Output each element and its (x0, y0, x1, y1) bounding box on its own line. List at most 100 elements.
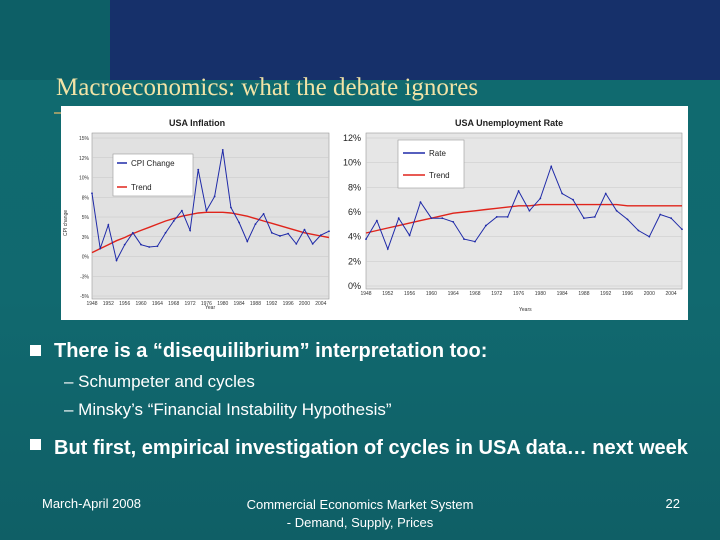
x-tick-label: 1948 (86, 301, 97, 307)
bullet-square-icon (30, 439, 41, 450)
subbullet-1: – Schumpeter and cycles (64, 372, 255, 391)
y-tick-label: 12% (343, 133, 361, 143)
x-tick-label: 1972 (491, 291, 502, 297)
data-point (495, 216, 498, 218)
charts-svg: USA Inflation 15% 12% 10% 8% 5% 3% 0% -3% -5% 19… (63, 118, 683, 313)
data-point (561, 192, 564, 195)
x-tick-label: 1964 (448, 291, 459, 297)
unemployment-trend-line (365, 203, 682, 234)
x-tick-label: 2004 (666, 291, 677, 297)
data-point (156, 245, 159, 248)
x-tick-label: 1968 (469, 291, 480, 297)
x-tick-label: 1960 (135, 301, 146, 307)
inflation-chart: USA Inflation 15% 12% 10% 8% 5% 3% 0% -3% -5% 19… (63, 118, 330, 311)
x-tick-label: 1976 (513, 291, 524, 297)
bullet-square-icon (30, 345, 41, 356)
x-tick-label: 1956 (404, 291, 415, 297)
footer-date: March-April 2008 (42, 496, 141, 511)
data-point (295, 242, 298, 245)
data-point (583, 217, 585, 220)
inflation-points (91, 148, 330, 262)
y-tick-label: 5% (82, 215, 90, 221)
data-point (148, 246, 151, 248)
data-point (99, 247, 102, 250)
inflation-legend-trend-label: Trend (131, 183, 152, 192)
inflation-y-ticks: 15% 12% 10% 8% 5% 3% 0% -3% -5% (79, 136, 90, 300)
x-tick-label: 1960 (426, 291, 437, 297)
data-point (91, 192, 93, 195)
data-point (172, 220, 175, 222)
x-tick-label: 2004 (315, 301, 326, 307)
data-point (397, 217, 400, 220)
y-tick-label: -3% (80, 274, 89, 280)
data-point (375, 219, 378, 222)
data-point (430, 217, 433, 220)
inflation-x-axis-label: Year (205, 305, 215, 311)
inflation-gridlines (92, 137, 329, 297)
footer-center: Commercial Economics Market System - Dem… (246, 497, 474, 530)
bullet-1-text: There is a “disequilibrium” interpretati… (54, 340, 488, 362)
inflation-legend-box (112, 153, 194, 197)
chart-panel: USA Inflation 15% 12% 10% 8% 5% 3% 0% -3% -5% 19… (61, 106, 688, 320)
unemployment-x-axis-label: Years (519, 307, 532, 313)
data-point (539, 197, 542, 200)
unemployment-legend-rate-label: Rate (429, 149, 446, 158)
data-point (246, 240, 249, 243)
data-point (528, 209, 531, 212)
y-tick-label: 12% (79, 156, 90, 162)
data-point (238, 221, 241, 224)
data-point (197, 168, 200, 171)
data-point (205, 209, 208, 212)
unemployment-x-ticks: 1948 1952 1956 1960 1964 1968 1972 1976 1980 1984… (360, 291, 676, 297)
data-point (463, 238, 465, 241)
x-tick-label: 1948 (360, 291, 371, 297)
x-tick-label: 1988 (578, 291, 589, 297)
data-point (328, 230, 330, 233)
data-point (419, 201, 422, 204)
inflation-cpi-line (91, 149, 330, 262)
x-tick-label: 1996 (622, 291, 633, 297)
data-point (107, 224, 110, 226)
x-tick-label: 1952 (382, 291, 393, 297)
data-point (593, 216, 596, 218)
bullet-2-text: But first, empirical investigation of cy… (54, 437, 688, 459)
inflation-chart-title: USA Inflation (169, 118, 225, 128)
data-point (189, 229, 191, 232)
x-tick-label: 1996 (283, 301, 294, 307)
x-tick-label: 1976 (201, 301, 212, 307)
data-point (270, 231, 273, 234)
data-point (604, 192, 607, 195)
data-point (681, 228, 683, 231)
y-tick-label: 10% (79, 176, 90, 182)
data-point (408, 234, 411, 237)
data-point (221, 148, 224, 151)
inflation-y-axis-label: CPI change (63, 210, 69, 236)
y-tick-label: 0% (348, 281, 361, 291)
data-point (648, 235, 651, 238)
data-point (484, 224, 487, 227)
data-point (474, 240, 476, 243)
data-point (230, 206, 232, 209)
data-point (517, 190, 520, 192)
unemployment-chart: USA Unemployment Rate 12% 10% 8% 6% 4% 2% 0% 1… (343, 118, 683, 313)
data-point (287, 232, 290, 235)
unemployment-y-ticks: 12% 10% 8% 6% 4% 2% 0% (343, 133, 361, 291)
data-point (441, 217, 444, 220)
data-point (279, 235, 281, 237)
data-point (131, 231, 134, 234)
x-tick-label: 1984 (557, 291, 568, 297)
unemployment-points (365, 165, 683, 250)
unemployment-rate-line (365, 164, 683, 251)
x-tick-label: 1992 (266, 301, 277, 307)
data-point (550, 165, 553, 168)
x-tick-label: 1988 (250, 301, 261, 307)
data-point (637, 229, 640, 232)
x-tick-label: 1972 (185, 301, 196, 307)
footer-page-number: 22 (665, 496, 680, 511)
background-left-block (0, 0, 110, 80)
inflation-legend-cpi-label: CPI Change (131, 159, 175, 168)
x-tick-label: 1980 (535, 291, 546, 297)
data-point (123, 243, 126, 246)
y-tick-label: 4% (348, 232, 361, 242)
x-tick-label: 2000 (299, 301, 310, 307)
